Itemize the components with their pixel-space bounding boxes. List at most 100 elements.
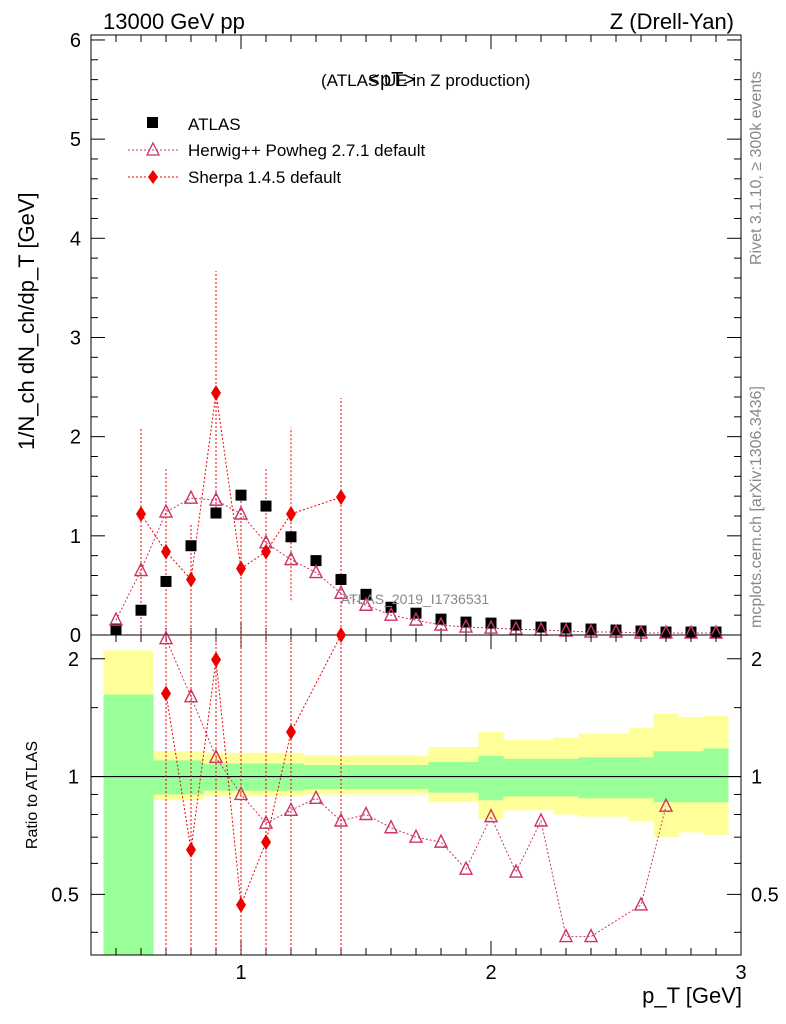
ratio-herwig-point [408, 828, 424, 843]
main-axis-ticks: 0 1 2 3 4 5 6 [70, 30, 742, 647]
band-inner-bin [553, 758, 579, 797]
ratio-y-tick-label-right: 2 [751, 649, 762, 671]
herwig-point [408, 611, 424, 626]
x-axis-label: p_T [GeV] [642, 983, 742, 1008]
herwig-point [283, 551, 299, 566]
herwig-point [183, 489, 199, 504]
main-y-axis-label: 1/N_ch dN_ch/dp_T [GeV] [14, 192, 39, 450]
ratio-herwig-point [383, 819, 399, 834]
ratio-sherpa-point [236, 896, 246, 913]
atlas-point [185, 540, 197, 552]
herwig-point [208, 491, 224, 506]
ratio-herwig-point [233, 785, 249, 801]
herwig-point [233, 505, 249, 520]
ratio-sherpa-point [261, 834, 271, 851]
ratio-herwig-line [165, 638, 667, 938]
atlas-point [585, 623, 597, 635]
main-y-tick-label: 3 [70, 327, 81, 349]
ratio-herwig-point [558, 928, 574, 943]
atlas-point [485, 617, 497, 629]
herwig-point [358, 596, 374, 611]
main-y-tick-label: 5 [70, 129, 81, 151]
atlas-point [360, 588, 372, 600]
sherpa-point [211, 385, 221, 402]
band-inner-bin [578, 757, 604, 799]
atlas-point [510, 619, 522, 631]
sherpa-point [236, 560, 246, 577]
band-inner-bin [453, 761, 479, 793]
ratio-herwig-point [658, 797, 674, 812]
atlas-point [135, 604, 147, 616]
band-inner-bin [603, 757, 629, 799]
herwig-point [508, 620, 524, 635]
legend: ATLAS Herwig++ Powheg 2.7.1 default Sher… [128, 115, 425, 187]
atlas-point [210, 507, 222, 519]
ratio-y-tick-label: 2 [68, 649, 79, 671]
mcplots-text: mcplots.cern.ch [arXiv:1306.3436] [748, 386, 765, 628]
atlas-point [160, 575, 172, 587]
main-y-tick-label: 1 [70, 526, 81, 548]
ratio-sherpa-point [186, 841, 196, 858]
rivet-version-text: Rivet 3.1.10, ≥ 300k events [748, 71, 765, 265]
ratio-herwig-point [333, 812, 349, 827]
atlas-point [285, 531, 297, 543]
ratio-sherpa-point [161, 685, 171, 702]
ratio-herwig-point [208, 748, 224, 764]
ratio-herwig-point [483, 808, 499, 823]
herwig-point [383, 606, 399, 621]
band-inner-bin [628, 757, 654, 799]
atlas-point [535, 621, 547, 633]
band-inner-bin [153, 760, 179, 795]
atlas-point [110, 623, 122, 635]
atlas-point [685, 626, 697, 638]
ratio-herwig-point [308, 789, 324, 804]
herwig-point [458, 618, 474, 633]
sherpa-line [140, 392, 342, 581]
ratio-herwig-point [433, 833, 449, 848]
herwig-point [133, 561, 149, 577]
ratio-sherpa-point [336, 627, 346, 643]
ratio-herwig-point [533, 812, 549, 827]
ratio-sherpa-point [286, 723, 296, 740]
atlas-point [335, 573, 347, 585]
main-y-tick-label: 2 [70, 427, 81, 449]
herwig-point [308, 563, 324, 579]
ratio-herwig-point [583, 928, 599, 943]
ratio-herwig-point [358, 805, 374, 821]
band-inner-bin [128, 694, 154, 955]
band-inner-bin [478, 755, 504, 801]
analysis-watermark: ATLAS_2019_I1736531 [341, 591, 490, 607]
main-title-sub: (ATLAS UE in Z production) [321, 71, 530, 90]
legend-herwig-marker [145, 141, 161, 156]
herwig-point [333, 584, 349, 600]
ratio-herwig-point [283, 801, 299, 816]
herwig-line [115, 497, 716, 634]
ratio-panel: 1 2 3 0.5 0.5 1 1 2 2 Ratio to ATLAS [24, 627, 779, 984]
ratio-sherpa-point [211, 651, 221, 668]
band-inner-bin [103, 694, 129, 955]
legend-atlas-label: ATLAS [188, 115, 241, 134]
atlas-point [460, 616, 472, 628]
band-inner-bin [703, 748, 729, 803]
x-tick-label: 3 [735, 962, 746, 984]
band-inner-bin [528, 758, 554, 797]
ratio-y-tick-label-right: 0.5 [751, 884, 779, 906]
ratio-herwig-point [458, 860, 474, 875]
band-inner-bin [178, 760, 204, 795]
ratio-herwig-point [633, 896, 649, 911]
herwig-point [158, 503, 174, 518]
sherpa-point [161, 543, 171, 560]
atlas-point [635, 625, 647, 637]
herwig-point [483, 619, 499, 634]
ratio-y-axis-label: Ratio to ATLAS [24, 741, 41, 849]
x-tick-label: 1 [235, 962, 246, 984]
main-title: <pT> [368, 69, 415, 91]
herwig-point [433, 616, 449, 631]
ratio-series-layer [158, 627, 674, 955]
main-y-tick-label: 6 [70, 30, 81, 52]
sherpa-point [286, 506, 296, 523]
atlas-point [235, 489, 247, 501]
main-y-tick-label: 4 [70, 228, 81, 250]
